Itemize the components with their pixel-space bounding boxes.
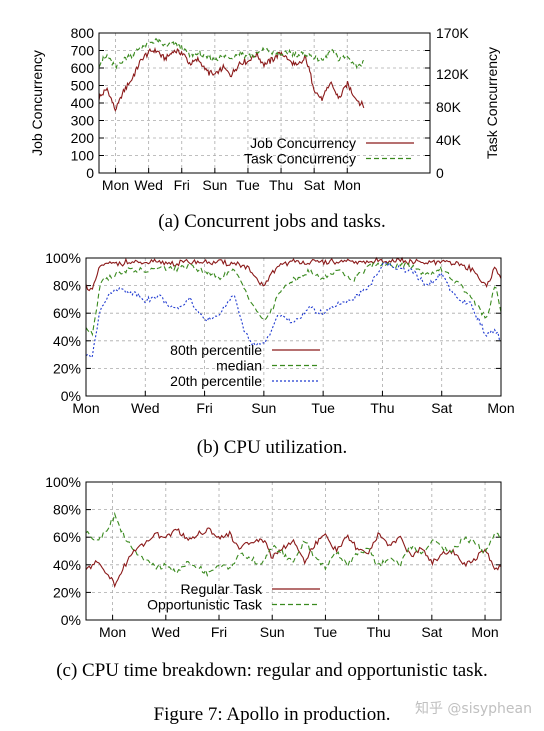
y-tick-label: 600: [71, 60, 95, 76]
x-tick-label: Sat: [304, 177, 325, 193]
y-tick-label: 800: [71, 25, 95, 41]
y-tick-label: 20%: [53, 360, 81, 376]
x-tick-label: Mon: [99, 624, 126, 640]
x-tick-label: Tue: [314, 624, 338, 640]
x-tick-label: Wed: [134, 177, 163, 193]
y-tick-label: 60%: [53, 305, 81, 321]
y-tick-label: 40%: [53, 333, 81, 349]
x-tick-label: Thu: [269, 177, 293, 193]
y-tick-label: 80%: [53, 502, 81, 518]
plot-frame: [98, 32, 431, 174]
y-tick-label: 0%: [61, 388, 81, 404]
y2-tick-label: 0: [436, 165, 444, 181]
y-tick-label: 0: [86, 165, 94, 181]
y-tick-label: 400: [71, 95, 95, 111]
y-tick-label: 200: [71, 130, 95, 146]
x-tick-label: Mon: [72, 400, 99, 416]
caption-a: (a) Concurrent jobs and tasks.: [158, 211, 386, 232]
chart-concurrency: 0100200300400500600700800040K80K120K170K…: [29, 25, 500, 193]
series-line-opportunistic-task: [85, 511, 502, 577]
figure-caption: Figure 7: Apollo in production.: [153, 704, 391, 725]
series-line-job-concurrency: [98, 46, 365, 112]
x-tick-label: Sun: [260, 624, 285, 640]
y-tick-label: 20%: [53, 584, 81, 600]
watermark: 知乎 @sisyphean: [414, 701, 532, 717]
x-tick-label: Mon: [334, 177, 361, 193]
y2-tick-label: 170K: [436, 25, 469, 41]
series-line-task-concurrency: [98, 37, 365, 70]
x-tick-label: Tue: [236, 177, 260, 193]
y-tick-label: 40%: [53, 557, 81, 573]
x-tick-label: Mon: [487, 400, 514, 416]
caption-c: (c) CPU time breakdown: regular and oppo…: [56, 660, 488, 681]
x-tick-label: Sat: [421, 624, 442, 640]
legend-label: Job Concurrency: [250, 135, 356, 151]
chart-cpu-breakdown: 0% 20% 40% 60% 80% 100% Mon Wed Fri Sun Tue Thu Sat M…: [45, 474, 502, 640]
y-tick-label: 500: [71, 78, 95, 94]
series-line-80th-percentile: [85, 256, 502, 292]
y-tick-label: 0%: [61, 612, 81, 628]
legend-label: Task Concurrency: [244, 151, 356, 167]
x-tick-label: Tue: [311, 400, 335, 416]
x-tick-label: Sun: [202, 177, 227, 193]
x-tick-label: Sun: [251, 400, 276, 416]
series-line-regular-task: [85, 527, 502, 589]
series-line-median: [85, 259, 502, 337]
y-axis-label: Job Concurrency: [29, 50, 45, 156]
legend-label: Regular Task: [181, 581, 263, 597]
legend-label: 80th percentile: [170, 342, 262, 358]
x-tick-label: Sat: [431, 400, 452, 416]
y-tick-label: 100%: [45, 250, 81, 266]
x-tick-label: Wed: [152, 624, 181, 640]
plot-frame: [85, 257, 502, 397]
x-tick-label: Thu: [367, 624, 391, 640]
chart-cpu-utilization: 0% 20% 40% 60% 80% 100% Mon Wed Fri Sun Tue Thu Sat M…: [45, 250, 514, 416]
legend-label: Opportunistic Task: [147, 597, 263, 613]
legend-label: median: [216, 358, 262, 374]
x-tick-label: Mon: [471, 624, 498, 640]
y-tick-label: 300: [71, 113, 95, 129]
y2-tick-label: 40K: [436, 132, 462, 148]
y-tick-label: 60%: [53, 529, 81, 545]
y-tick-label: 700: [71, 43, 95, 59]
legend-label: 20th percentile: [170, 373, 262, 389]
x-tick-label: Thu: [370, 400, 394, 416]
series-line-20th-percentile: [85, 261, 502, 359]
x-tick-label: Fri: [196, 400, 212, 416]
y2-axis-label: Task Concurrency: [484, 47, 500, 159]
y-tick-label: 80%: [53, 278, 81, 294]
plot-frame: [85, 481, 502, 621]
x-tick-label: Fri: [211, 624, 227, 640]
caption-b: (b) CPU utilization.: [196, 437, 348, 458]
y2-tick-label: 120K: [436, 66, 469, 82]
x-tick-label: Mon: [102, 177, 129, 193]
y-tick-label: 100: [71, 148, 95, 164]
x-tick-label: Fri: [174, 177, 190, 193]
y-tick-label: 100%: [45, 474, 81, 490]
y2-tick-label: 80K: [436, 99, 462, 115]
x-tick-label: Wed: [131, 400, 160, 416]
